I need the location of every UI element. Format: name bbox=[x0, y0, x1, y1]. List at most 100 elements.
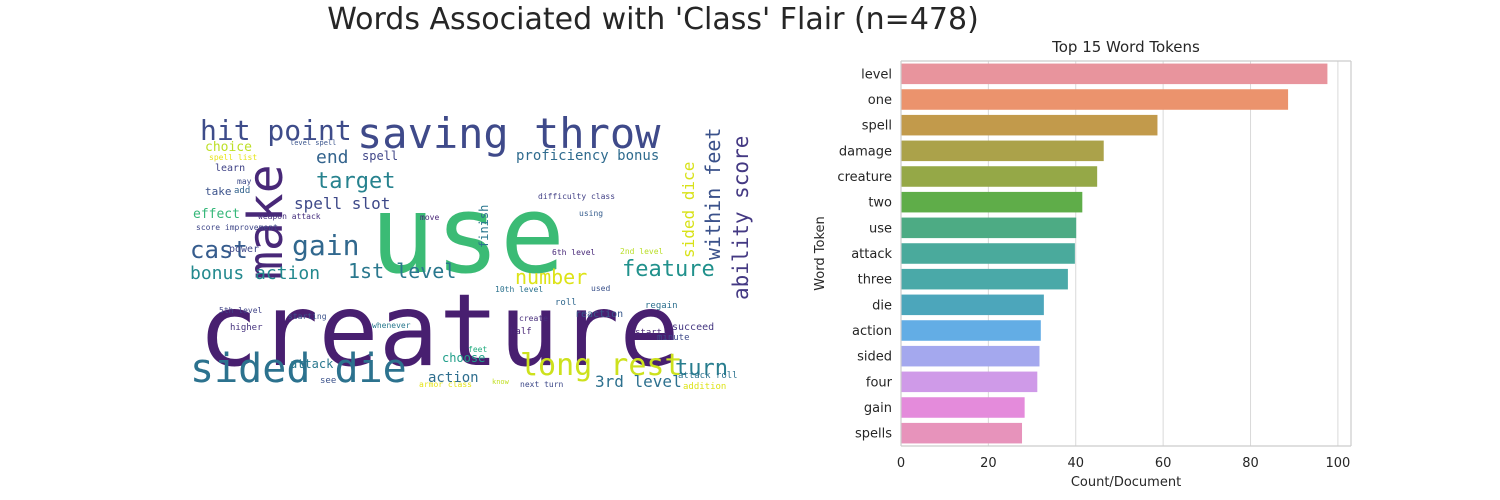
bar-action bbox=[901, 320, 1041, 341]
x-axis-label: Count/Document bbox=[1071, 475, 1181, 490]
word-cloud-word: create bbox=[519, 314, 548, 323]
bar-chart-title: Top 15 Word Tokens bbox=[1051, 38, 1200, 56]
word-cloud-word: 1st level bbox=[348, 259, 456, 283]
word-cloud-word: feature bbox=[622, 257, 715, 282]
word-cloud-word: know bbox=[492, 378, 510, 386]
word-cloud-word: 3rd level bbox=[595, 372, 682, 391]
bar-spell bbox=[901, 114, 1158, 136]
x-tick-label: 60 bbox=[1155, 456, 1172, 471]
bar-damage bbox=[901, 140, 1104, 162]
word-cloud-word: spell list bbox=[209, 153, 257, 162]
word-cloud-word: move bbox=[420, 213, 439, 222]
word-cloud-word: number bbox=[515, 265, 587, 289]
word-cloud-word: end bbox=[316, 147, 349, 168]
word-cloud-word: feet bbox=[468, 345, 487, 354]
y-tick-label: two bbox=[868, 196, 892, 211]
bar-level bbox=[901, 63, 1328, 85]
word-cloud-word: add bbox=[234, 186, 250, 196]
y-tick-label: creature bbox=[837, 170, 892, 185]
word-cloud-word: long rest bbox=[520, 348, 683, 383]
word-cloud-word: 2nd level bbox=[620, 247, 664, 256]
y-tick-label: damage bbox=[839, 144, 892, 159]
bar-die bbox=[901, 294, 1044, 316]
y-tick-label: three bbox=[858, 273, 892, 288]
word-cloud-word: succeed bbox=[672, 322, 714, 333]
word-cloud-word: starting bbox=[288, 312, 327, 321]
word-cloud-word: weapon attack bbox=[258, 212, 321, 221]
word-cloud-word: score improvement bbox=[196, 223, 278, 232]
word-cloud-word: proficiency bonus bbox=[516, 148, 659, 164]
word-cloud-word: use bbox=[370, 173, 565, 298]
y-tick-label: die bbox=[872, 298, 892, 313]
y-tick-label: action bbox=[852, 324, 892, 339]
word-cloud-word: learn bbox=[215, 163, 245, 174]
word-cloud-word: make bbox=[238, 164, 294, 280]
word-cloud-word: attack roll bbox=[678, 371, 738, 381]
word-cloud-word: creature bbox=[198, 272, 680, 389]
word-cloud-word: spell slot bbox=[294, 194, 390, 213]
word-cloud-word: see bbox=[320, 376, 336, 386]
bar-attack bbox=[901, 243, 1075, 264]
word-cloud-word: power bbox=[229, 244, 259, 255]
bar-spells bbox=[901, 422, 1023, 444]
word-cloud-word: whenever bbox=[372, 321, 411, 330]
word-cloud-word: 6th level bbox=[552, 248, 596, 257]
word-cloud-word: gain bbox=[292, 229, 359, 262]
bar-sided bbox=[901, 345, 1040, 367]
figure-title: Words Associated with 'Class' Flair (n=4… bbox=[327, 2, 979, 37]
y-tick-label: four bbox=[866, 375, 893, 390]
word-cloud-word: 5th level bbox=[219, 306, 263, 315]
word-cloud-word: sided dice bbox=[679, 162, 698, 258]
bar-gain bbox=[901, 397, 1025, 418]
word-cloud-word: ability score bbox=[729, 136, 753, 300]
x-tick-label: 80 bbox=[1242, 456, 1259, 471]
word-cloud-word: used bbox=[591, 284, 610, 293]
word-cloud-word: armor class bbox=[419, 380, 472, 389]
y-tick-label: gain bbox=[864, 401, 892, 416]
word-cloud-word: regain bbox=[645, 301, 678, 311]
word-cloud-word: sided die bbox=[190, 346, 407, 392]
word-cloud-word: action bbox=[428, 370, 479, 386]
word-cloud-word: 10th level bbox=[495, 285, 543, 294]
y-axis-label: Word Token bbox=[813, 216, 828, 291]
word-cloud-word: higher bbox=[230, 323, 263, 333]
word-cloud-word: next turn bbox=[520, 380, 564, 389]
word-cloud-word: bonus action bbox=[190, 263, 320, 284]
word-cloud-word: reaction bbox=[575, 309, 623, 320]
bar-use bbox=[901, 217, 1077, 239]
word-cloud-word: within feet bbox=[701, 128, 725, 260]
word-cloud-word: start bbox=[635, 328, 662, 338]
y-tick-label: use bbox=[869, 221, 892, 236]
word-cloud-word: may bbox=[237, 177, 252, 186]
word-cloud-word: target bbox=[316, 169, 395, 194]
bar-four bbox=[901, 371, 1038, 393]
y-tick-label: spell bbox=[862, 119, 892, 134]
x-tick-label: 0 bbox=[897, 456, 905, 471]
y-tick-label: spells bbox=[855, 427, 892, 442]
word-cloud-word: hit point bbox=[200, 114, 352, 147]
word-cloud-word: minute bbox=[657, 333, 690, 343]
bar-creature bbox=[901, 166, 1098, 187]
word-cloud-word: effect bbox=[193, 207, 240, 222]
y-tick-label: one bbox=[868, 93, 892, 108]
x-tick-label: 20 bbox=[980, 456, 997, 471]
word-cloud-word: take bbox=[205, 185, 232, 198]
word-cloud-word: using bbox=[579, 209, 603, 218]
y-tick-label: attack bbox=[851, 247, 892, 262]
word-cloud-word: roll bbox=[555, 298, 577, 308]
word-cloud-word: turn bbox=[675, 356, 728, 381]
word-cloud-word: addition bbox=[683, 382, 726, 392]
word-cloud-word: finish bbox=[477, 205, 491, 248]
word-cloud-word: difficulty class bbox=[538, 192, 615, 201]
bar-two bbox=[901, 191, 1083, 213]
word-cloud-word: saving throw bbox=[357, 109, 661, 158]
x-tick-label: 100 bbox=[1325, 456, 1350, 471]
word-cloud-word: spell bbox=[362, 149, 398, 163]
x-tick-label: 40 bbox=[1067, 456, 1084, 471]
y-tick-label: level bbox=[861, 67, 892, 82]
bar-three bbox=[901, 268, 1068, 290]
y-tick-label: sided bbox=[857, 350, 892, 365]
bar-one bbox=[901, 89, 1289, 110]
